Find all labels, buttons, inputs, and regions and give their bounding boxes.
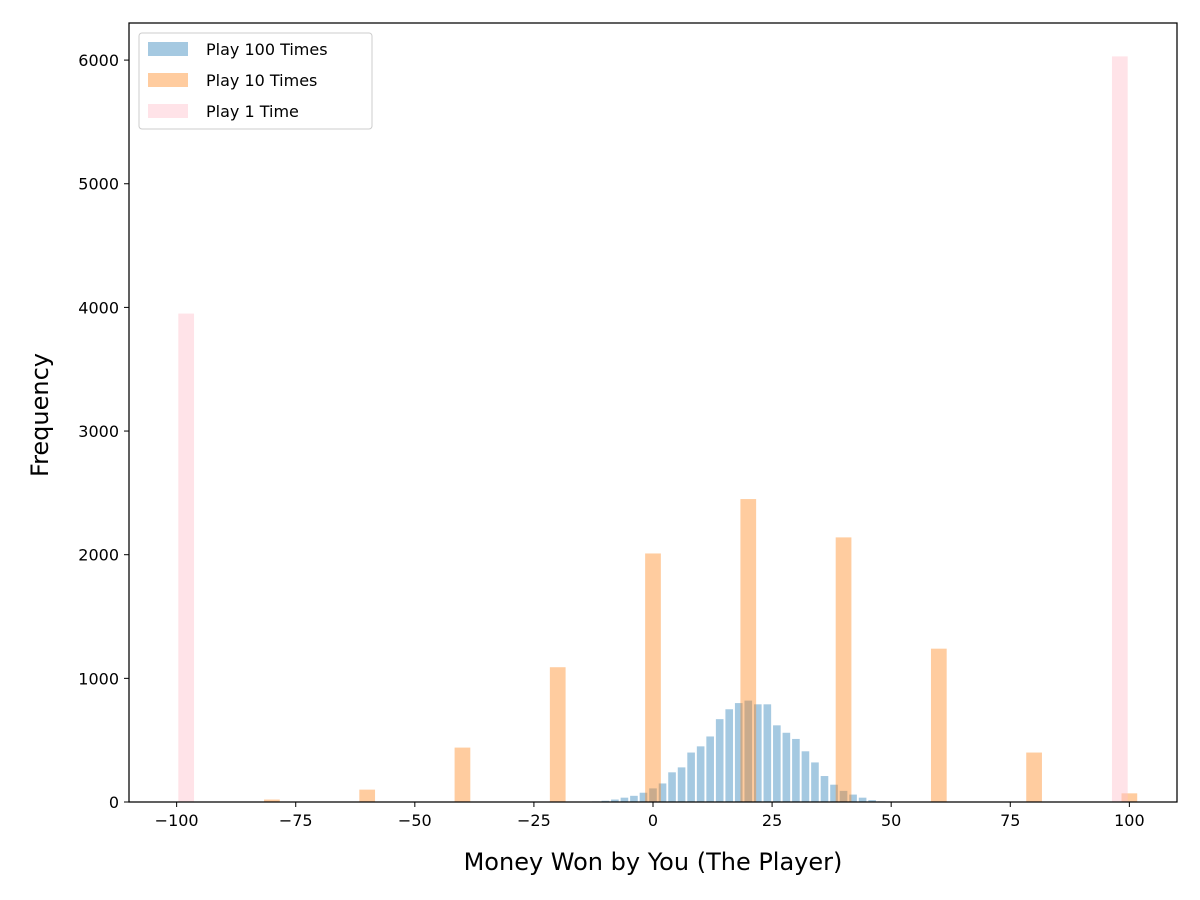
bar-play-100-times-19 — [773, 725, 781, 802]
bar-play-100-times-23 — [811, 762, 819, 802]
x-tick-label-6: 50 — [881, 811, 901, 830]
bar-play-10-times-4 — [645, 553, 661, 802]
legend-swatch-play-1 — [148, 104, 188, 118]
x-axis: −100 −75 −50 −25 0 25 50 75 100 — [155, 802, 1145, 830]
bar-play-100-times-20 — [782, 732, 791, 802]
bar-play-100-times-27 — [849, 794, 857, 802]
y-tick-label-0: 0 — [109, 793, 119, 812]
bar-play-10-times-1 — [359, 789, 376, 802]
series-play-10-times — [264, 499, 1138, 802]
bar-play-1-time-1 — [1111, 56, 1128, 802]
bar-play-100-times-13 — [715, 719, 724, 802]
bar-play-100-times-11 — [696, 746, 705, 802]
y-axis: 0 1000 2000 3000 4000 5000 6000 — [78, 51, 129, 812]
bar-play-10-times-5 — [740, 499, 757, 802]
bar-play-10-times-0 — [264, 799, 280, 802]
bar-play-100-times-22 — [801, 751, 810, 802]
y-tick-label-5: 5000 — [78, 175, 119, 194]
bar-play-10-times-3 — [549, 667, 566, 802]
bar-play-10-times-2 — [454, 747, 471, 802]
bar-play-100-times-26 — [839, 790, 848, 802]
bar-play-10-times-7 — [930, 648, 947, 802]
x-axis-title: Money Won by You (The Player) — [464, 848, 843, 876]
y-tick-label-3: 3000 — [78, 422, 119, 441]
legend-swatch-play-10 — [148, 73, 188, 87]
bar-play-100-times-5 — [639, 792, 648, 802]
x-tick-label-5: 25 — [762, 811, 782, 830]
y-tick-label-4: 4000 — [78, 298, 119, 317]
bars-layer — [178, 56, 1138, 802]
bar-play-100-times-29 — [868, 800, 876, 802]
bar-play-100-times-3 — [620, 797, 629, 802]
x-tick-label-0: −100 — [155, 811, 199, 830]
legend-label-play-10: Play 10 Times — [206, 71, 317, 90]
x-tick-label-2: −50 — [398, 811, 432, 830]
bar-play-100-times-6 — [649, 788, 657, 802]
x-tick-label-8: 100 — [1114, 811, 1145, 830]
y-tick-label-1: 1000 — [78, 669, 119, 688]
y-tick-label-2: 2000 — [78, 546, 119, 565]
x-tick-label-7: 75 — [1000, 811, 1020, 830]
bar-play-100-times-25 — [830, 784, 838, 802]
y-axis-title: Frequency — [26, 353, 54, 477]
bar-play-100-times-18 — [763, 704, 772, 802]
bar-play-100-times-10 — [687, 752, 695, 802]
bar-play-100-times-14 — [725, 709, 734, 802]
bar-play-100-times-2 — [611, 799, 619, 802]
x-tick-label-4: 0 — [648, 811, 658, 830]
bar-play-10-times-6 — [835, 537, 852, 802]
legend-swatch-play-100 — [148, 42, 188, 56]
bar-play-100-times-21 — [792, 738, 800, 802]
legend-box — [138, 32, 373, 130]
bar-play-100-times-28 — [858, 797, 867, 802]
bar-play-100-times-9 — [677, 767, 686, 802]
bar-play-100-times-12 — [706, 736, 714, 802]
bar-play-100-times-7 — [658, 783, 667, 802]
bar-play-100-times-4 — [630, 795, 638, 802]
legend-label-play-1: Play 1 Time — [206, 102, 299, 121]
y-tick-label-6: 6000 — [78, 51, 119, 70]
series-play-100-times — [592, 700, 886, 802]
bar-play-10-times-9 — [1121, 793, 1138, 802]
legend-label-play-100: Play 100 Times — [206, 40, 328, 59]
bar-play-100-times-16 — [744, 700, 753, 802]
x-tick-label-1: −75 — [279, 811, 313, 830]
bar-play-100-times-15 — [734, 703, 743, 802]
bar-play-100-times-24 — [820, 776, 829, 802]
bar-play-1-time-0 — [178, 313, 195, 802]
legend: Play 100 Times Play 10 Times Play 1 Time — [138, 32, 373, 130]
x-tick-label-3: −25 — [517, 811, 551, 830]
bar-play-100-times-8 — [668, 772, 676, 802]
series-play-1-time — [178, 56, 1128, 802]
bar-play-100-times-17 — [753, 704, 762, 802]
bar-play-10-times-8 — [1026, 752, 1042, 802]
